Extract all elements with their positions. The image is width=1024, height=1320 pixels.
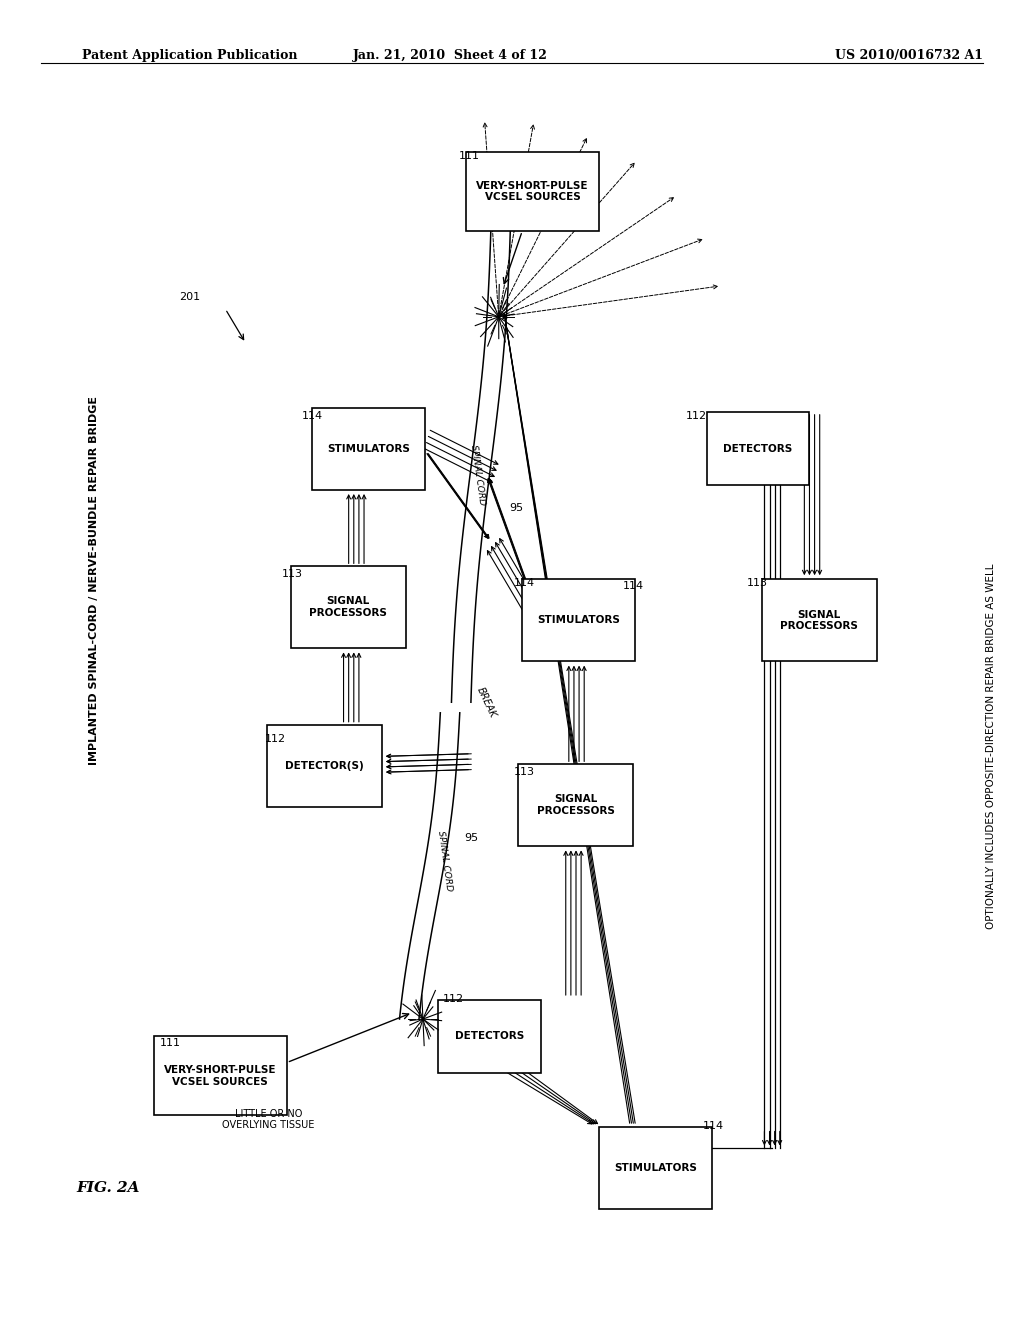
Bar bbox=[154, 1036, 287, 1115]
Bar bbox=[267, 725, 382, 807]
Text: 113: 113 bbox=[746, 578, 768, 589]
Text: 113: 113 bbox=[282, 569, 303, 579]
Text: DETECTORS: DETECTORS bbox=[455, 1031, 524, 1041]
Bar bbox=[518, 764, 633, 846]
Text: 95: 95 bbox=[464, 833, 478, 843]
Text: 112: 112 bbox=[686, 411, 708, 421]
Bar bbox=[522, 579, 635, 661]
Text: 111: 111 bbox=[459, 150, 480, 161]
Text: STIMULATORS: STIMULATORS bbox=[614, 1163, 696, 1173]
Text: DETECTORS: DETECTORS bbox=[723, 444, 793, 454]
Text: VERY-SHORT-PULSE
VCSEL SOURCES: VERY-SHORT-PULSE VCSEL SOURCES bbox=[476, 181, 589, 202]
Text: OPTIONALLY INCLUDES OPPOSITE-DIRECTION REPAIR BRIDGE AS WELL: OPTIONALLY INCLUDES OPPOSITE-DIRECTION R… bbox=[986, 564, 996, 928]
Bar bbox=[707, 412, 809, 484]
Text: Jan. 21, 2010  Sheet 4 of 12: Jan. 21, 2010 Sheet 4 of 12 bbox=[353, 49, 548, 62]
Text: STIMULATORS: STIMULATORS bbox=[538, 615, 620, 626]
Text: BREAK: BREAK bbox=[475, 685, 498, 719]
Text: 112: 112 bbox=[265, 734, 287, 744]
Text: SPINAL CORD: SPINAL CORD bbox=[436, 830, 453, 891]
Bar bbox=[438, 1001, 541, 1072]
Text: VERY-SHORT-PULSE
VCSEL SOURCES: VERY-SHORT-PULSE VCSEL SOURCES bbox=[164, 1065, 276, 1086]
Bar bbox=[762, 579, 877, 661]
Text: SIGNAL
PROCESSORS: SIGNAL PROCESSORS bbox=[309, 597, 387, 618]
Bar bbox=[599, 1127, 712, 1209]
Text: STIMULATORS: STIMULATORS bbox=[328, 444, 410, 454]
Text: 114: 114 bbox=[702, 1121, 724, 1131]
Text: 114: 114 bbox=[514, 578, 536, 589]
Text: US 2010/0016732 A1: US 2010/0016732 A1 bbox=[835, 49, 983, 62]
Text: DETECTOR(S): DETECTOR(S) bbox=[286, 760, 364, 771]
Text: SPINAL CORD: SPINAL CORD bbox=[470, 445, 486, 506]
Text: IMPLANTED SPINAL-CORD / NERVE-BUNDLE REPAIR BRIDGE: IMPLANTED SPINAL-CORD / NERVE-BUNDLE REP… bbox=[89, 396, 99, 766]
Text: 113: 113 bbox=[514, 767, 536, 777]
Bar bbox=[312, 408, 425, 490]
Text: SIGNAL
PROCESSORS: SIGNAL PROCESSORS bbox=[780, 610, 858, 631]
Text: 112: 112 bbox=[442, 994, 464, 1005]
Text: 114: 114 bbox=[623, 581, 644, 591]
Bar bbox=[291, 566, 406, 648]
Text: 114: 114 bbox=[302, 411, 324, 421]
Text: SIGNAL
PROCESSORS: SIGNAL PROCESSORS bbox=[537, 795, 614, 816]
Text: Patent Application Publication: Patent Application Publication bbox=[82, 49, 297, 62]
Bar bbox=[466, 152, 599, 231]
Text: 95: 95 bbox=[509, 503, 523, 513]
Text: LITTLE OR NO
OVERLYING TISSUE: LITTLE OR NO OVERLYING TISSUE bbox=[222, 1109, 314, 1130]
Text: 111: 111 bbox=[160, 1038, 181, 1048]
Text: 201: 201 bbox=[179, 292, 201, 302]
Text: FIG. 2A: FIG. 2A bbox=[77, 1181, 140, 1195]
